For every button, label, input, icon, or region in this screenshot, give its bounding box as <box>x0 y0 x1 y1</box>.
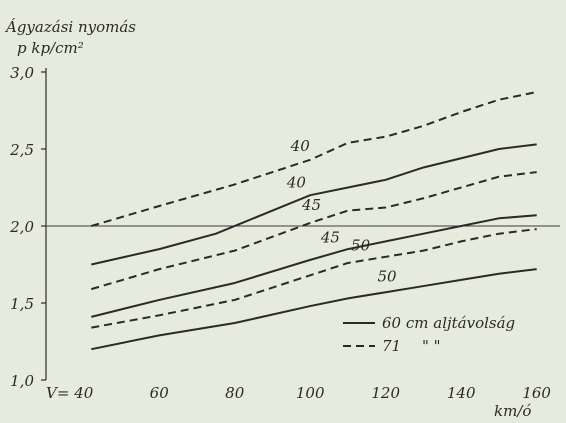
series-line-dashed-45 <box>91 171 537 291</box>
y-tick-label: 2,0 <box>9 218 34 236</box>
legend-ditto: " " <box>422 337 441 355</box>
y-axis-title-line1: Ágyazási nyomás <box>4 18 136 36</box>
series-line-solid-45 <box>91 214 537 318</box>
legend-label: 60 cm aljtávolság <box>382 314 515 332</box>
series-line-dashed-40 <box>91 91 537 227</box>
series-label: 50 <box>377 267 397 285</box>
x-axis-prefix: V= <box>46 384 69 402</box>
series-line-solid-50 <box>91 268 537 351</box>
x-axis-unit: km/ó <box>494 402 531 419</box>
series-label: 45 <box>301 196 321 214</box>
x-tick-label: 120 <box>371 384 400 402</box>
y-tick-label: 1,0 <box>10 372 34 390</box>
y-tick-label: 1,5 <box>10 295 34 313</box>
series-label: 40 <box>290 137 311 155</box>
y-axis-title-line2: p kp/cm² <box>17 39 84 57</box>
series-label: 40 <box>286 174 307 192</box>
x-tick-label: 80 <box>225 384 245 402</box>
series-line-dashed-50 <box>91 228 537 329</box>
x-tick-label: 160 <box>522 384 551 402</box>
series-label: 45 <box>320 228 340 246</box>
series-line-solid-40 <box>91 143 537 266</box>
x-tick-label: 140 <box>447 384 476 402</box>
y-tick-label: 3,0 <box>10 64 34 82</box>
series-label: 50 <box>351 236 371 254</box>
x-tick-label: 60 <box>150 384 170 402</box>
x-tick-label: 40 <box>73 384 94 402</box>
x-tick-label: 100 <box>296 384 325 402</box>
y-tick-label: 2,5 <box>9 141 34 159</box>
legend-label: 71 <box>382 337 401 355</box>
